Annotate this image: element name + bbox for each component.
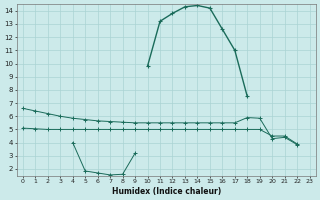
X-axis label: Humidex (Indice chaleur): Humidex (Indice chaleur) bbox=[112, 187, 221, 196]
